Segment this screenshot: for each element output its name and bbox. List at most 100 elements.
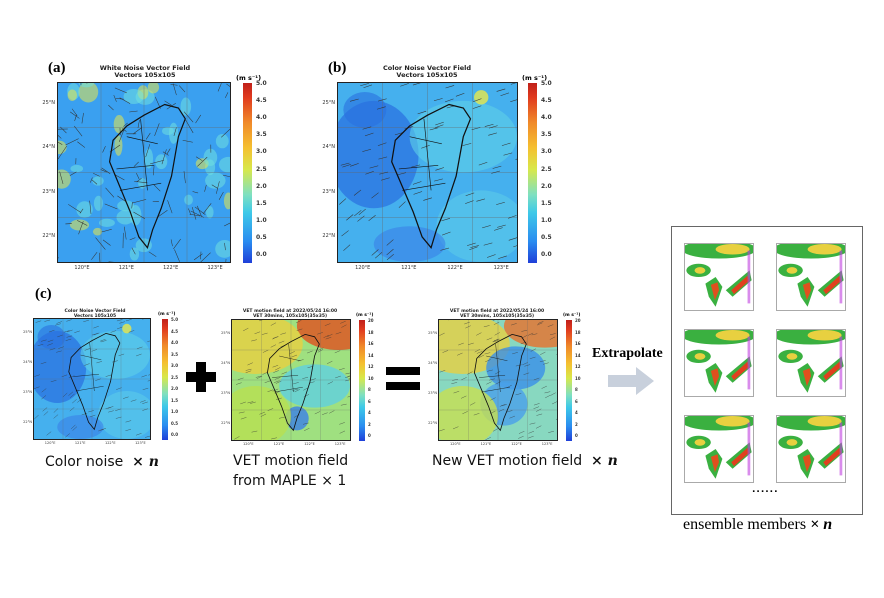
lat-label: 23°N <box>322 188 335 195</box>
ellipsis: ...... <box>752 485 779 495</box>
lat-label: 24°N <box>322 144 335 151</box>
colorbar-tick: 1.0 <box>171 409 179 414</box>
lon-label: 121°E <box>401 265 417 271</box>
lat-label: 22°N <box>23 419 32 424</box>
ensemble-member-thumbnail <box>776 243 846 311</box>
lon-label: 122°E <box>104 441 116 445</box>
colorbar-tick: 2.0 <box>171 386 179 391</box>
colorbar-tick: 5.0 <box>541 80 552 87</box>
vet-caption: VET motion field from MAPLE × 1 <box>233 453 349 489</box>
colorbar-tick: 5.0 <box>171 317 179 322</box>
lat-label: 25°N <box>221 331 230 336</box>
panel-b-title: Color Noise Vector Field Vectors 105x105 <box>382 64 471 79</box>
ensemble-member-thumbnail <box>776 415 846 483</box>
colorbar-tick: 20 <box>368 318 374 323</box>
lat-label: 23°N <box>221 390 230 395</box>
colorbar-tick: 5.0 <box>256 80 267 87</box>
colorbar-tick: 0.5 <box>541 234 552 241</box>
panel-a-colorbar <box>243 83 252 263</box>
colorbar-tick: 3.0 <box>171 363 179 368</box>
new-vet-title: VET motion field at 2022/05/24 16:00 VET … <box>449 309 545 319</box>
lon-label: 121°E <box>273 442 285 446</box>
ensemble-member-thumbnail <box>684 415 754 483</box>
lat-label: 22°N <box>428 420 437 425</box>
lat-label: 22°N <box>221 420 230 425</box>
colorbar-tick: 18 <box>368 329 374 335</box>
new-vet-unit: (m s⁻¹) <box>563 313 581 318</box>
lon-label: 122°E <box>163 265 179 271</box>
colorbar-tick: 4.5 <box>256 97 267 105</box>
colorbar-tick: 14 <box>575 352 581 358</box>
colorbar-tick: 12 <box>368 364 374 369</box>
lat-label: 22°N <box>322 233 335 240</box>
colorbar-tick: 1.0 <box>256 216 267 224</box>
colorbar-tick: 0.5 <box>171 420 179 426</box>
colorbar-tick: 18 <box>575 329 581 335</box>
panel-a-label: (a) <box>48 60 66 76</box>
colorbar-tick: 16 <box>368 341 374 346</box>
lon-label: 121°E <box>74 441 86 445</box>
colorbar-tick: 0.0 <box>541 251 552 259</box>
ensemble-member-thumbnail <box>684 243 754 311</box>
colorbar-tick: 3.5 <box>541 131 552 139</box>
colorbar-tick: 0 <box>575 433 578 438</box>
colorbar-tick: 16 <box>575 341 581 346</box>
lon-label: 123°E <box>207 265 223 271</box>
colorbar-tick: 10 <box>368 375 374 381</box>
ensemble-member-thumbnail <box>776 329 846 397</box>
lat-label: 23°N <box>428 390 437 395</box>
colorbar-tick: 1.5 <box>541 199 552 207</box>
lon-label: 123°E <box>541 442 553 446</box>
noise-colorbar <box>162 319 168 440</box>
lon-label: 120°E <box>74 265 90 271</box>
panel-b-unit: (m s⁻¹) <box>522 74 548 82</box>
colorbar-tick: 4.0 <box>541 114 552 122</box>
lat-label: 22°N <box>42 233 55 240</box>
lat-label: 25°N <box>428 331 437 336</box>
colorbar-tick: 10 <box>575 375 581 381</box>
colorbar-tick: 2.5 <box>171 374 179 380</box>
colorbar-tick: 4.0 <box>171 340 179 345</box>
vet-title: VET motion field at 2022/05/24 16:00 VET … <box>242 309 338 319</box>
lat-label: 24°N <box>428 361 437 366</box>
colorbar-tick: 2 <box>575 421 578 427</box>
colorbar-tick: 2.0 <box>541 182 552 190</box>
lon-label: 120°E <box>44 441 56 445</box>
panel-b-label: (b) <box>328 60 347 76</box>
color-noise-map-small <box>33 318 151 440</box>
lat-label: 25°N <box>42 100 55 107</box>
colorbar-tick: 4.5 <box>171 328 179 334</box>
noise-caption: Color noise × n <box>45 454 159 470</box>
colorbar-tick: 2 <box>368 421 371 427</box>
lon-label: 121°E <box>480 442 492 446</box>
vet-colorbar <box>359 320 365 441</box>
lat-label: 23°N <box>42 188 55 195</box>
colorbar-tick: 0.0 <box>256 251 267 259</box>
colorbar-tick: 0 <box>368 433 371 438</box>
colorbar-tick: 3.5 <box>171 351 179 357</box>
colorbar-tick: 3.0 <box>256 148 267 156</box>
ensemble-member-thumbnail <box>684 329 754 397</box>
colorbar-tick: 6 <box>575 398 578 404</box>
lon-label: 120°E <box>450 442 461 446</box>
lat-label: 23°N <box>23 389 32 394</box>
lat-label: 24°N <box>23 360 32 365</box>
colorbar-tick: 8 <box>368 387 371 392</box>
colorbar-tick: 2.5 <box>256 165 267 173</box>
lon-label: 122°E <box>304 442 315 446</box>
colorbar-tick: 2.5 <box>541 165 552 173</box>
colorbar-tick: 2.0 <box>256 182 267 190</box>
colorbar-tick: 8 <box>575 387 578 392</box>
lon-label: 123°E <box>493 265 509 271</box>
arrow-right-icon <box>608 367 654 395</box>
colorbar-tick: 20 <box>575 318 581 323</box>
panel-c-label: (c) <box>35 286 52 302</box>
colorbar-tick: 4 <box>575 410 578 415</box>
new-vet-colorbar <box>566 320 572 441</box>
lon-label: 122°E <box>511 442 522 446</box>
colorbar-tick: 3.0 <box>541 148 552 156</box>
lat-label: 25°N <box>322 100 335 107</box>
colorbar-tick: 6 <box>368 398 371 404</box>
colorbar-tick: 0.5 <box>256 234 267 241</box>
new-vet-caption: New VET motion field × n <box>432 453 618 469</box>
